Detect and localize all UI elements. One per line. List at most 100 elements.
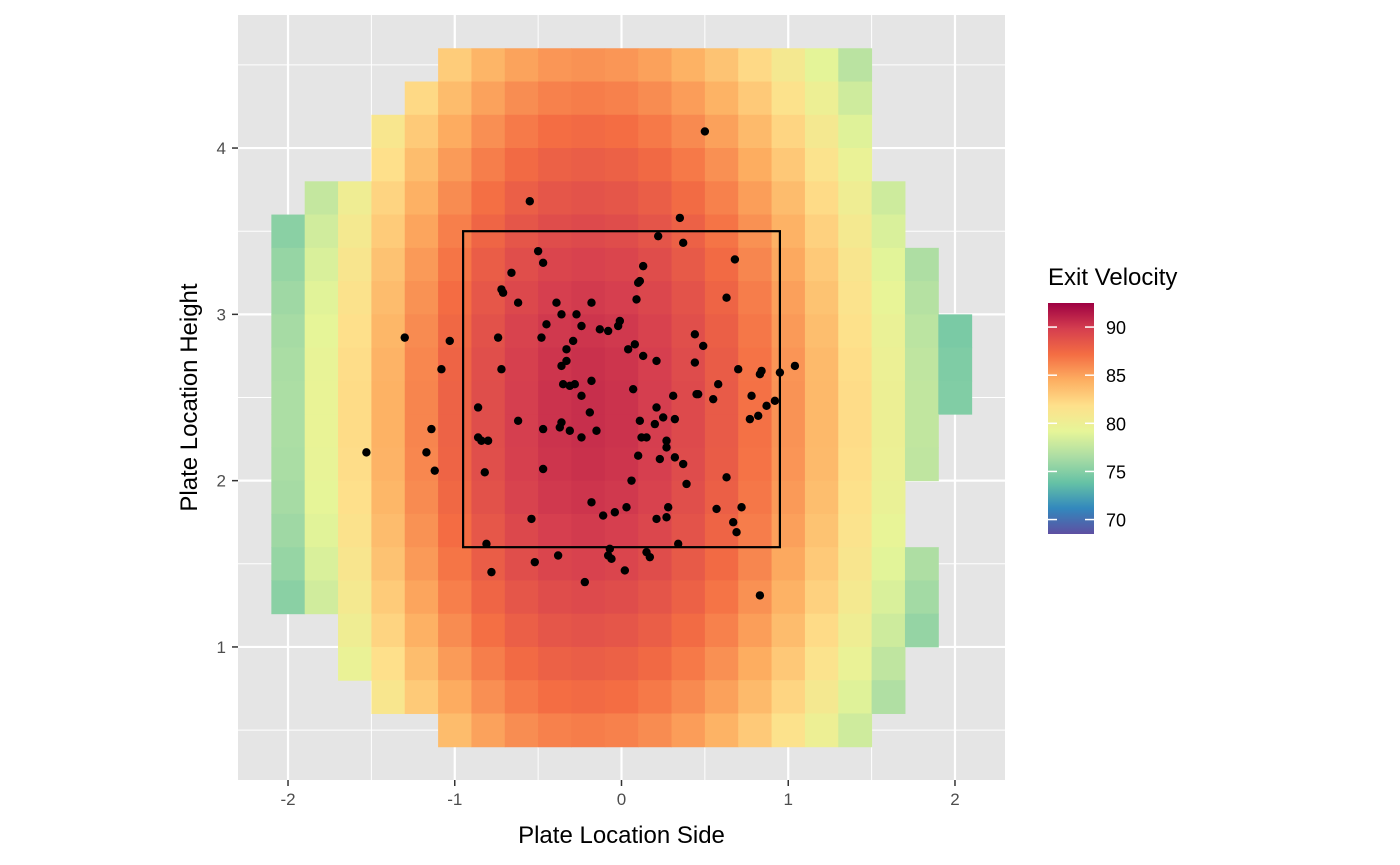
heatmap-tile bbox=[838, 513, 873, 548]
heatmap-tile bbox=[704, 646, 739, 681]
heatmap-tile bbox=[304, 547, 339, 581]
pitch-point bbox=[577, 433, 586, 442]
pitch-point bbox=[662, 513, 671, 522]
legend-title: Exit Velocity bbox=[1048, 264, 1177, 291]
heatmap-tile bbox=[871, 613, 906, 648]
heatmap-tile bbox=[304, 580, 339, 615]
pitch-point bbox=[483, 436, 493, 445]
pitch-point bbox=[694, 389, 703, 399]
heatmap-tile bbox=[604, 613, 639, 648]
heatmap-tile bbox=[804, 447, 839, 482]
heatmap-tile bbox=[704, 114, 739, 149]
heatmap-tile bbox=[804, 347, 839, 382]
heatmap-tile bbox=[738, 447, 773, 482]
pitch-point bbox=[762, 401, 771, 411]
heatmap-tile bbox=[871, 181, 906, 216]
heatmap-tile bbox=[738, 414, 773, 448]
heatmap-tile bbox=[504, 646, 539, 681]
pitch-point bbox=[638, 351, 648, 361]
heatmap-tile bbox=[738, 81, 773, 116]
heatmap-tile bbox=[538, 281, 572, 315]
pitch-point bbox=[670, 453, 680, 462]
heatmap-tile bbox=[771, 48, 806, 83]
pitch-point bbox=[628, 384, 638, 394]
heatmap-tile bbox=[771, 613, 806, 648]
heatmap-tile bbox=[404, 81, 439, 116]
heatmap-tile bbox=[438, 713, 472, 748]
heatmap-tile bbox=[771, 347, 806, 382]
heatmap-tile bbox=[871, 247, 906, 282]
heatmap-tile bbox=[538, 480, 572, 515]
pitch-point bbox=[734, 365, 743, 374]
heatmap-tile bbox=[771, 713, 806, 748]
heatmap-tile bbox=[704, 680, 739, 714]
heatmap-tile bbox=[904, 347, 939, 382]
pitch-point bbox=[562, 345, 571, 354]
heatmap-tile bbox=[504, 480, 539, 515]
heatmap-tile bbox=[504, 81, 539, 116]
heatmap-tile bbox=[804, 48, 839, 83]
heatmap-tile bbox=[504, 281, 539, 315]
heatmap-tile bbox=[838, 680, 873, 714]
heatmap-tile bbox=[838, 48, 873, 83]
pitch-point bbox=[473, 403, 483, 412]
pitch-point bbox=[699, 341, 708, 351]
heatmap-tile bbox=[904, 314, 939, 349]
heatmap-tile bbox=[938, 314, 973, 349]
heatmap-tile bbox=[438, 314, 472, 349]
pitch-point bbox=[642, 433, 651, 442]
pitch-point bbox=[653, 231, 663, 241]
pitch-point bbox=[668, 391, 678, 401]
pitch-point bbox=[400, 333, 409, 342]
pitch-point bbox=[690, 358, 700, 367]
heatmap-tile bbox=[871, 314, 906, 349]
heatmap-tile bbox=[771, 580, 806, 615]
heatmap-tile bbox=[738, 314, 773, 349]
heatmap-tile bbox=[838, 281, 873, 315]
heatmap-tile bbox=[571, 480, 606, 515]
heatmap-tile bbox=[471, 148, 506, 182]
heatmap-tile bbox=[304, 247, 339, 282]
heatmap-tile bbox=[438, 414, 472, 448]
heatmap-tile bbox=[838, 414, 873, 448]
pitch-point bbox=[587, 498, 596, 507]
heatmap-tile bbox=[571, 247, 606, 282]
heatmap-tile bbox=[671, 314, 706, 349]
heatmap-tile bbox=[571, 114, 606, 149]
pitch-point bbox=[507, 268, 516, 277]
heatmap-tile bbox=[671, 613, 706, 648]
heatmap-tile bbox=[604, 513, 639, 548]
heatmap-tile bbox=[538, 646, 572, 681]
heatmap-tile bbox=[404, 613, 439, 648]
heatmap-tile bbox=[871, 414, 906, 448]
heatmap-tile bbox=[438, 613, 472, 648]
heatmap-tile bbox=[738, 48, 773, 83]
heatmap-tile bbox=[404, 281, 439, 315]
y-tick-label: 3 bbox=[217, 305, 226, 324]
x-tick-label: 0 bbox=[617, 790, 626, 809]
heatmap-tile bbox=[371, 214, 406, 249]
heatmap-tile bbox=[338, 247, 372, 282]
pitch-point bbox=[603, 326, 613, 336]
pitch-point bbox=[430, 466, 439, 475]
y-axis: 1 2 3 4 bbox=[217, 139, 238, 657]
pitch-point bbox=[650, 419, 660, 429]
pitch-point bbox=[577, 391, 586, 401]
pitch-point bbox=[662, 443, 671, 452]
heatmap-tile bbox=[438, 480, 472, 515]
pitch-point bbox=[497, 285, 506, 294]
pitch-point bbox=[587, 298, 596, 307]
heatmap-tile bbox=[338, 580, 372, 615]
heatmap-tile bbox=[704, 580, 739, 615]
heatmap-tile bbox=[704, 148, 739, 182]
heatmap-tile bbox=[438, 114, 472, 149]
heatmap-tile bbox=[671, 114, 706, 149]
pitch-point bbox=[482, 539, 491, 549]
pitch-point bbox=[580, 577, 590, 587]
pitch-point bbox=[663, 503, 673, 512]
heatmap-tiles bbox=[271, 48, 973, 748]
heatmap-tile bbox=[271, 414, 306, 448]
heatmap-tile bbox=[471, 114, 506, 149]
pitch-point bbox=[638, 261, 648, 271]
pitch-point bbox=[427, 424, 436, 434]
